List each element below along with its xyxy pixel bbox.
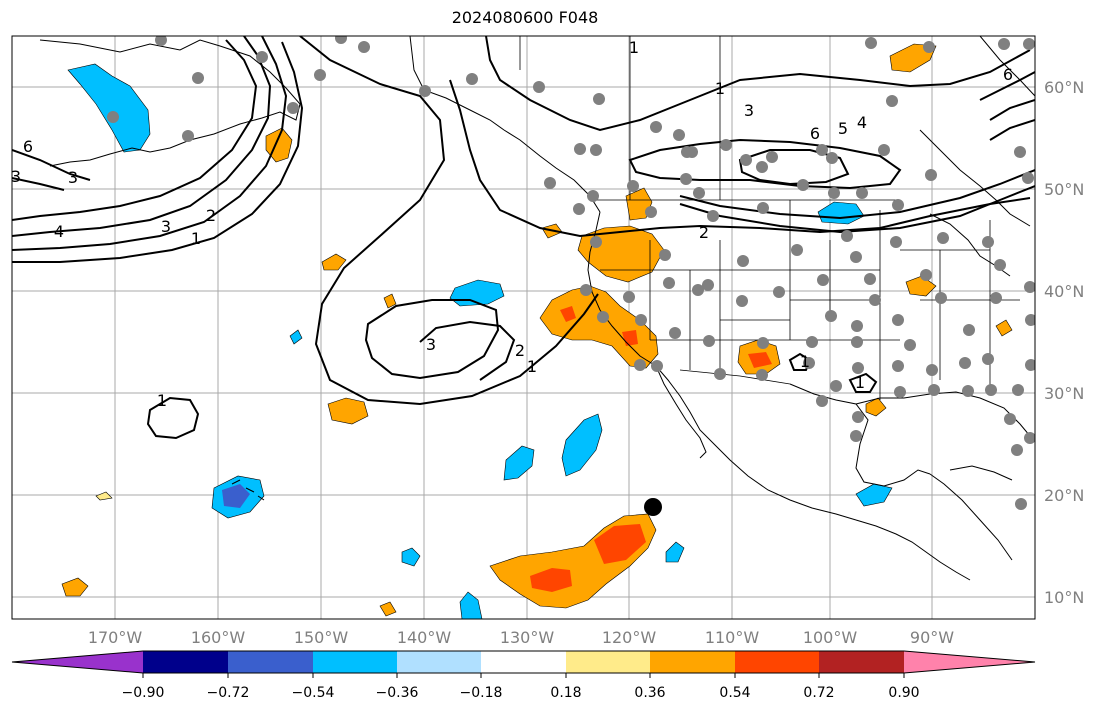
colorbar-segment bbox=[143, 651, 228, 673]
contour-label: 6 bbox=[1003, 65, 1013, 84]
colorbar-tick-label: 0.54 bbox=[719, 685, 750, 701]
state-borders bbox=[519, 36, 1020, 400]
lon-tick-label: 130°W bbox=[500, 628, 555, 647]
map-panel bbox=[12, 36, 1035, 619]
lon-tick-label: 140°W bbox=[397, 628, 452, 647]
colorbar-extend-min bbox=[12, 651, 143, 673]
lon-tick-label: 100°W bbox=[803, 628, 858, 647]
contour-label: 4 bbox=[54, 222, 64, 241]
lon-tick-label: 160°W bbox=[191, 628, 246, 647]
contour-label: 1 bbox=[527, 357, 537, 376]
colorbar-tick-label: −0.18 bbox=[460, 685, 503, 701]
negative-anomaly-fills bbox=[67, 63, 893, 619]
lat-tick-label: 20°N bbox=[1044, 486, 1084, 505]
contour-label: 1 bbox=[855, 373, 865, 392]
lon-tick-label: 120°W bbox=[602, 628, 657, 647]
colorbar-segment bbox=[228, 651, 313, 673]
lat-tick-label: 30°N bbox=[1044, 384, 1084, 403]
storm-center-marker bbox=[644, 498, 662, 516]
lat-tick-label: 10°N bbox=[1044, 588, 1084, 607]
colorbar-tick-label: −0.90 bbox=[122, 685, 165, 701]
colorbar-segment bbox=[819, 651, 904, 673]
map-frame bbox=[11, 35, 1036, 620]
latitude-axis: 60°N 50°N 40°N 30°N 20°N 10°N bbox=[1044, 78, 1084, 607]
colorbar-segment bbox=[313, 651, 397, 673]
contour-label: 3 bbox=[426, 335, 436, 354]
colorbar: −0.90 −0.72 −0.54 −0.36 −0.18 0.18 0.36 … bbox=[11, 650, 1036, 701]
colorbar-tick-label: −0.36 bbox=[376, 685, 419, 701]
lon-tick-label: 90°W bbox=[910, 628, 954, 647]
contour-label: 6 bbox=[23, 137, 33, 156]
longitude-axis: 170°W 160°W 150°W 140°W 130°W 120°W 110°… bbox=[88, 628, 954, 647]
lon-tick-label: 110°W bbox=[705, 628, 760, 647]
contour-label: 1 bbox=[191, 229, 201, 248]
contour-label-group: 1 1 2 3 4 6 3 3 3 2 1 1 2 1 3 4 5 6 1 1 … bbox=[11, 38, 1013, 410]
contour-label: 6 bbox=[810, 124, 820, 143]
contour-label: 2 bbox=[206, 206, 216, 225]
contour-label: 1 bbox=[157, 391, 167, 410]
colorbar-segment bbox=[481, 651, 566, 673]
colorbar-segment bbox=[735, 651, 819, 673]
contour-label: 1 bbox=[715, 79, 725, 98]
contour-label: 3 bbox=[68, 168, 78, 187]
contour-label: 2 bbox=[515, 341, 525, 360]
colorbar-extend-max bbox=[904, 651, 1035, 673]
contour-label: 1 bbox=[800, 352, 810, 371]
contour-label: 3 bbox=[161, 217, 171, 236]
lat-tick-label: 40°N bbox=[1044, 282, 1084, 301]
colorbar-segment bbox=[397, 651, 481, 673]
contour-lines bbox=[12, 36, 1035, 440]
lat-tick-label: 50°N bbox=[1044, 180, 1084, 199]
colorbar-tick-label: 0.90 bbox=[888, 685, 919, 701]
contour-label: 3 bbox=[11, 167, 21, 186]
colorbar-tick-label: −0.54 bbox=[292, 685, 335, 701]
lat-tick-label: 60°N bbox=[1044, 78, 1084, 97]
contour-label: 5 bbox=[838, 119, 848, 138]
contour-label: 4 bbox=[857, 113, 867, 132]
lon-tick-label: 170°W bbox=[88, 628, 143, 647]
colorbar-tick-label: 0.36 bbox=[634, 685, 665, 701]
colorbar-segment bbox=[566, 651, 650, 673]
colorbar-tick-label: −0.72 bbox=[207, 685, 250, 701]
colorbar-segment bbox=[650, 651, 735, 673]
contour-label: 3 bbox=[744, 101, 754, 120]
contour-label: 1 bbox=[629, 38, 639, 57]
contour-label: 2 bbox=[699, 223, 709, 242]
lon-tick-label: 150°W bbox=[294, 628, 349, 647]
map-title: 2024080600 F048 bbox=[451, 8, 599, 27]
colorbar-tick-label: 0.72 bbox=[803, 685, 834, 701]
colorbar-tick-label: 0.18 bbox=[550, 685, 581, 701]
station-dots bbox=[107, 36, 1035, 510]
